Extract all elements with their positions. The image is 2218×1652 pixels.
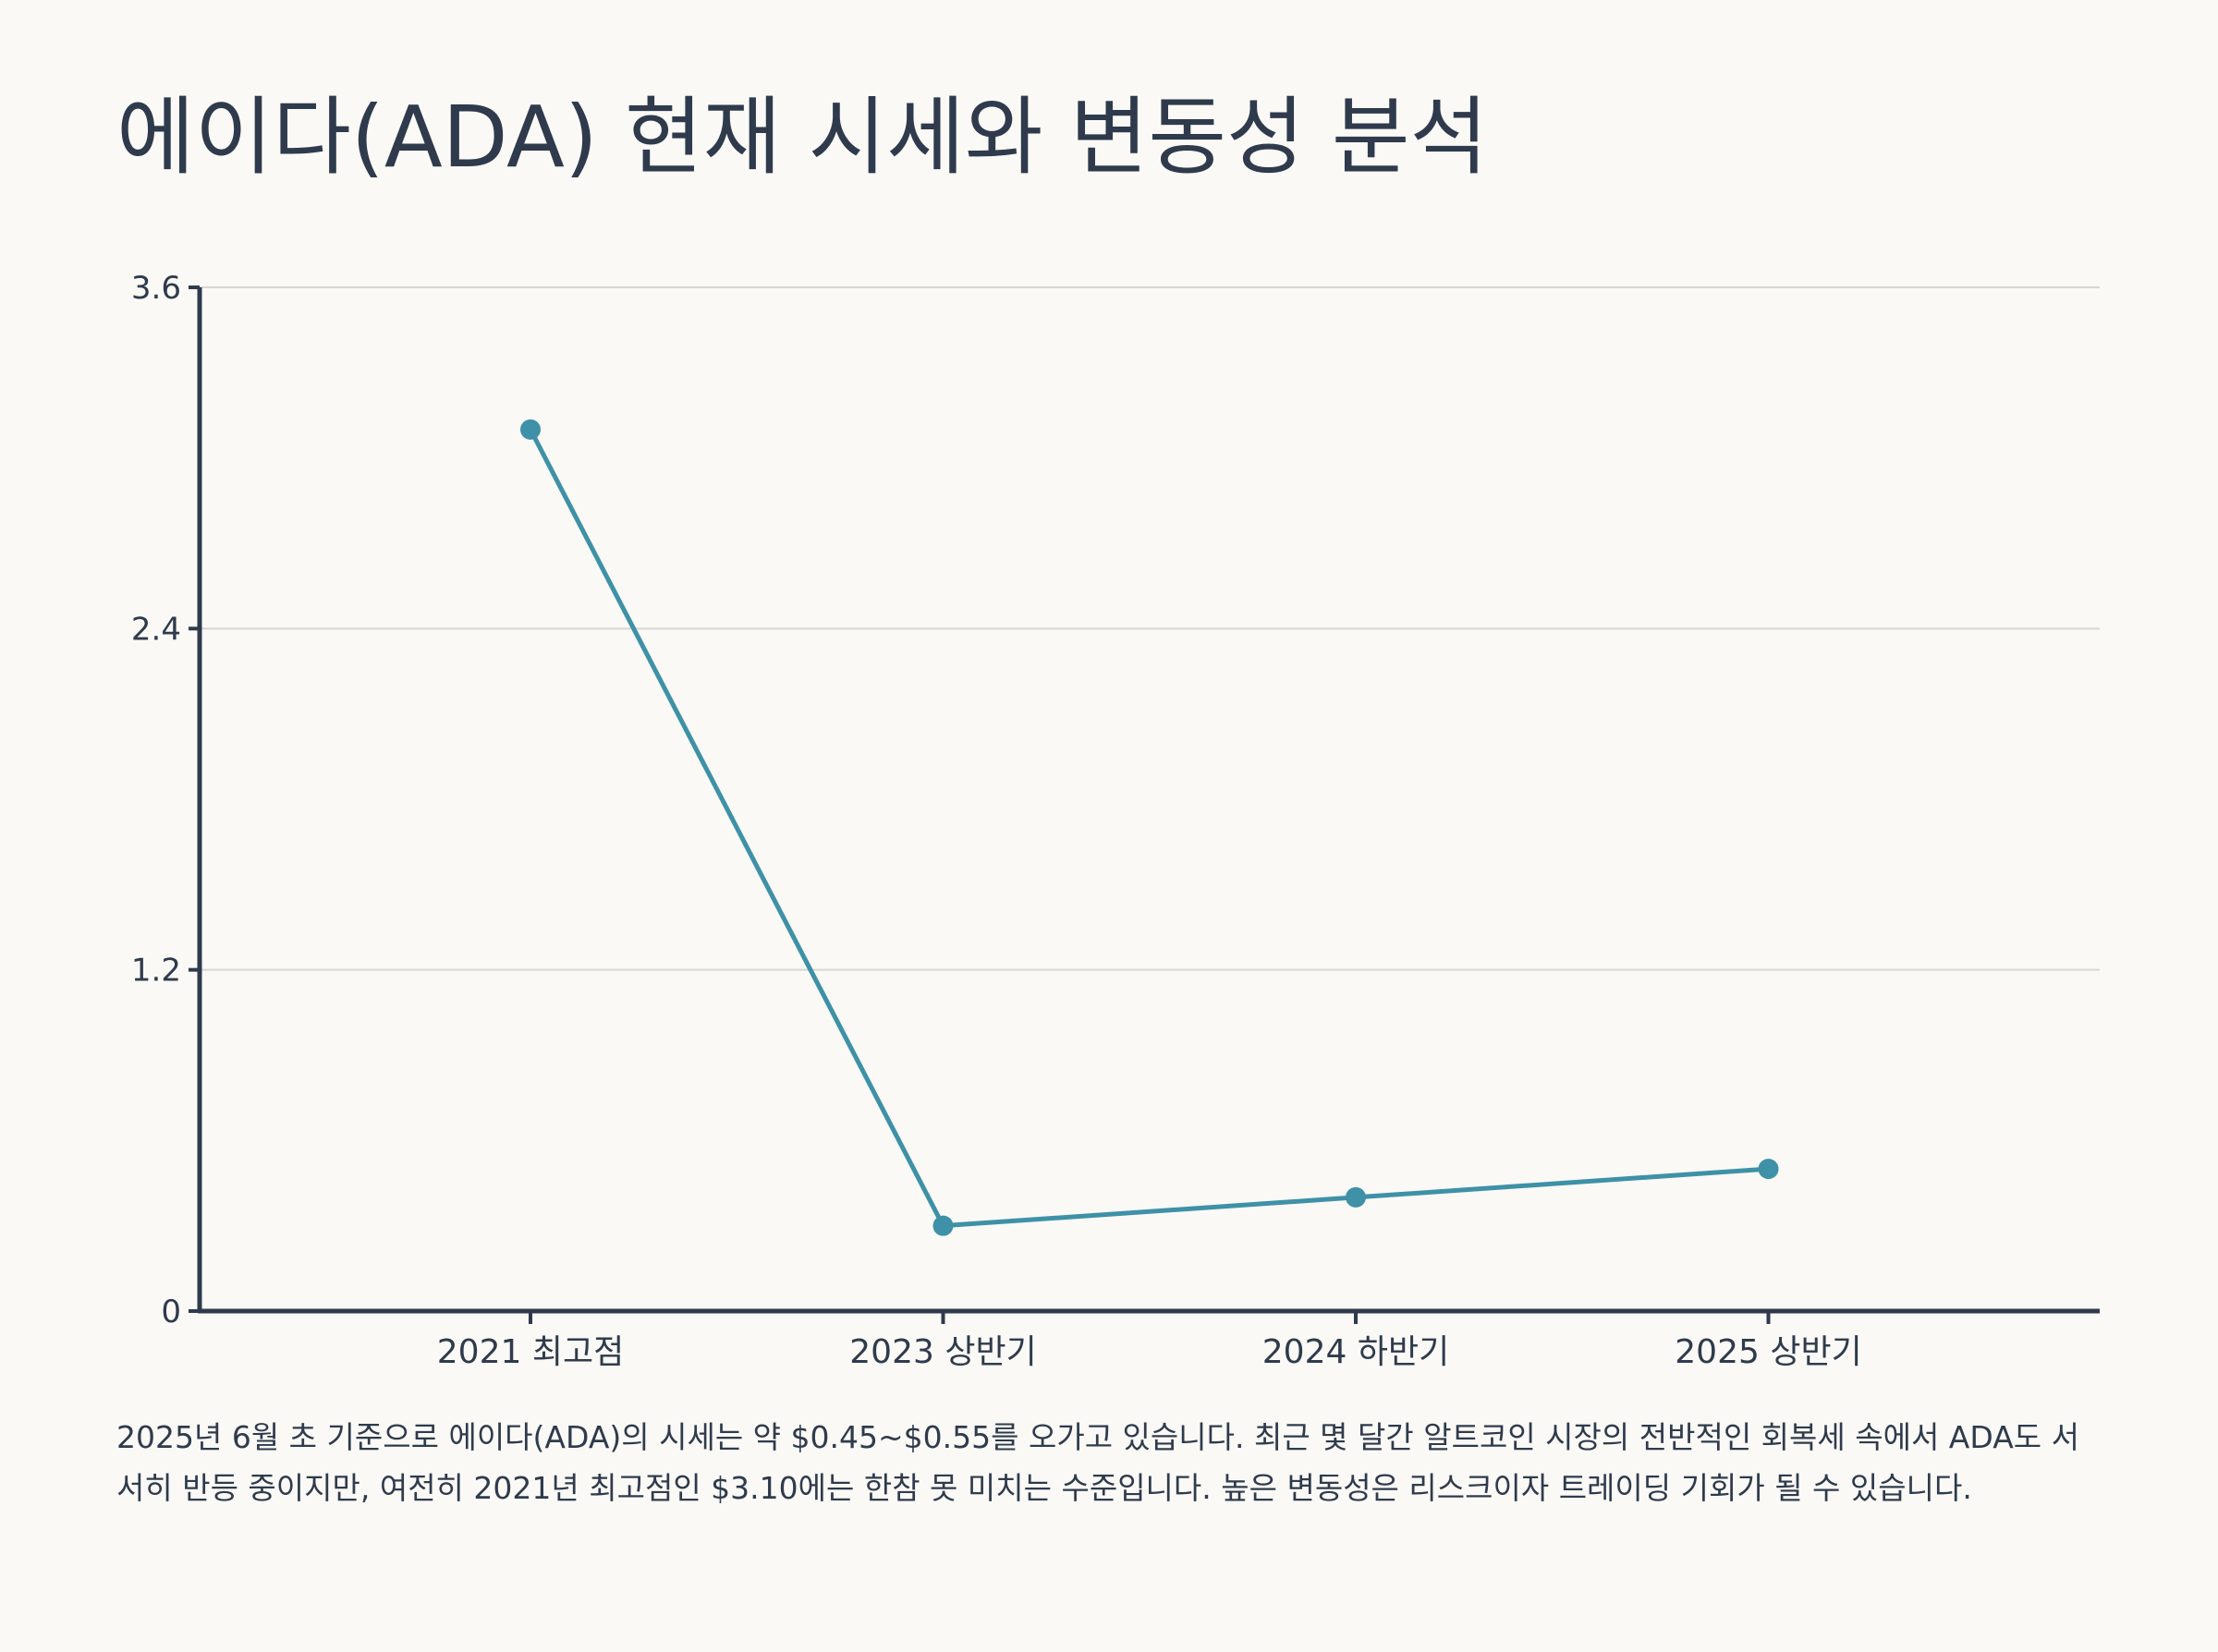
data-point-3 [1758, 1159, 1779, 1180]
data-point-2 [1346, 1186, 1366, 1208]
page-title: 에이다(ADA) 현재 시세와 변동성 분석 [116, 88, 1489, 187]
y-axis-ticks: 0 1.2 2.4 3.6 [131, 270, 200, 1330]
series-line [528, 428, 1769, 1229]
x-axis-ticks: 2021 최고점 2023 상반기 2024 하반기 2025 상반기 [437, 1311, 1862, 1371]
y-tick-label-2: 2.4 [131, 611, 181, 648]
data-point-0 [520, 419, 541, 440]
axes [197, 287, 2100, 1314]
series-ada-price [520, 419, 1779, 1236]
x-tick-label-3: 2025 상반기 [1675, 1333, 1861, 1371]
y-tick-label-0: 0 [161, 1294, 181, 1330]
y-tick-label-1: 1.2 [131, 953, 181, 990]
y-tick-label-3: 3.6 [131, 270, 181, 307]
x-tick-label-2: 2024 하반기 [1262, 1333, 1449, 1371]
description-text: 2025년 6월 초 기준으로 에이다(ADA)의 시세는 약 $0.45~$0… [116, 1419, 2079, 1506]
x-tick-label-1: 2023 상반기 [849, 1333, 1036, 1371]
data-point-1 [932, 1215, 954, 1236]
x-tick-label-0: 2021 최고점 [437, 1333, 624, 1371]
grid-lines [200, 286, 2100, 971]
